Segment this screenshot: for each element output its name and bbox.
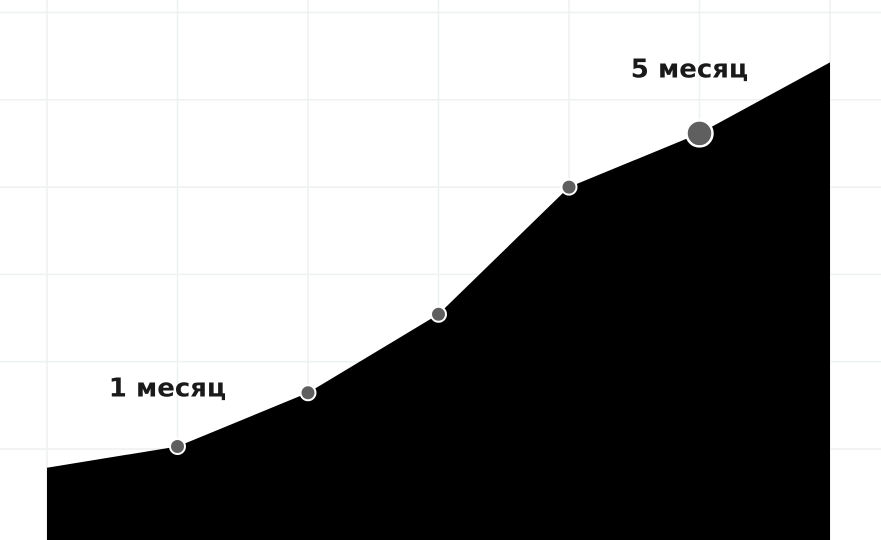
data-point-marker xyxy=(685,119,714,148)
data-point-markers xyxy=(169,119,714,455)
data-annotations: 1 месяц 5 месяц xyxy=(109,54,748,403)
annotation-label: 1 месяц xyxy=(109,374,226,404)
data-point-marker xyxy=(430,305,447,323)
annotation-label: 5 месяц xyxy=(631,54,748,84)
area-series xyxy=(47,62,830,540)
data-point-marker xyxy=(299,384,317,402)
data-point-marker xyxy=(169,438,186,455)
data-point-marker xyxy=(560,178,578,196)
